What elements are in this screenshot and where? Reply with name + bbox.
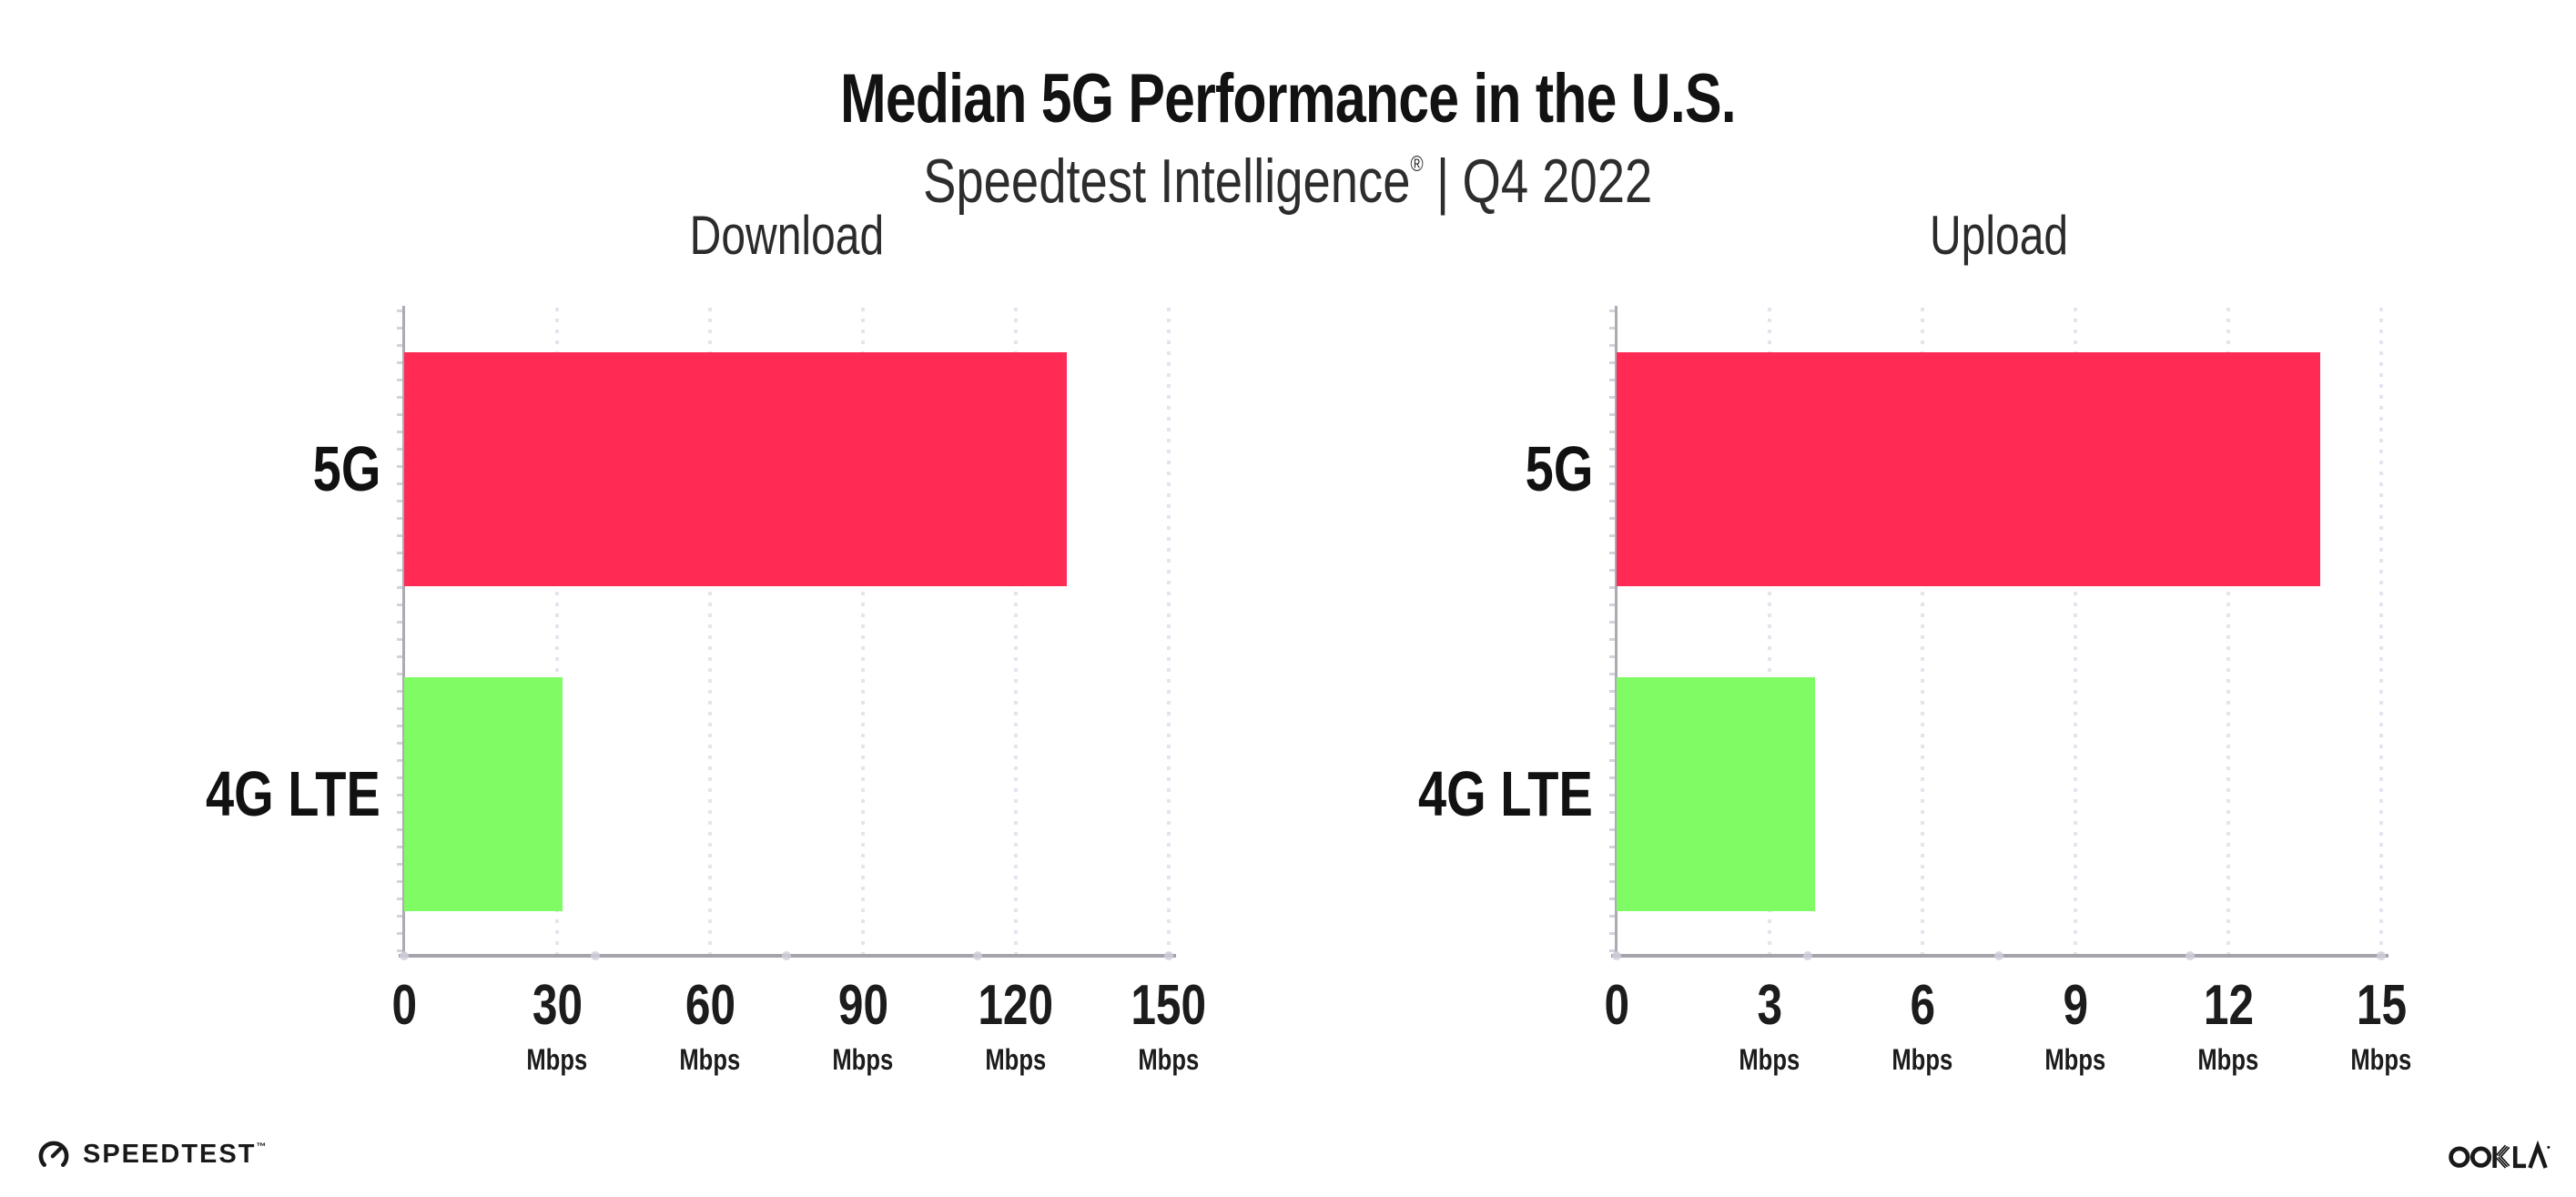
x-tick-90: 90 Mbps xyxy=(832,974,894,1077)
download-chart-title: Download xyxy=(689,205,884,266)
upload-chart: Upload 5G 4G LTE 0 3 Mbps 6 Mbps 9 Mbps xyxy=(1418,0,2411,1197)
axis-dot xyxy=(782,951,791,960)
x-tick-3: 3 Mbps xyxy=(1739,974,1800,1077)
gridline xyxy=(555,308,559,956)
axis-dot xyxy=(1164,951,1173,960)
gridline xyxy=(1014,308,1018,956)
download-plot-area xyxy=(397,306,1176,960)
category-label-5g: 5G xyxy=(312,433,380,504)
subtitle-brand: Speedtest Intelligence xyxy=(923,147,1411,217)
gridline xyxy=(1921,308,1924,956)
x-tick-60: 60 Mbps xyxy=(679,974,741,1077)
speedtest-logo: SPEEDTEST™ xyxy=(36,1134,266,1174)
y-axis-line xyxy=(1615,306,1618,956)
axis-dot xyxy=(2377,951,2386,960)
registered-trademark-icon: ® xyxy=(1410,152,1424,178)
x-tick-150: 150 Mbps xyxy=(1131,974,1207,1077)
gridline xyxy=(1768,308,1771,956)
x-tick-6: 6 Mbps xyxy=(1891,974,1953,1077)
axis-dot xyxy=(1803,951,1812,960)
gridline xyxy=(2226,308,2230,956)
bar-5g-download xyxy=(404,352,1067,586)
axis-dot xyxy=(1994,951,2003,960)
category-label-4g-lte: 4G LTE xyxy=(1418,758,1593,829)
subtitle-period: Q4 2022 xyxy=(1462,147,1653,217)
x-tick-30: 30 Mbps xyxy=(526,974,588,1077)
y-axis-minor-ticks xyxy=(1609,309,1615,956)
page-title: Median 5G Performance in the U.S. xyxy=(0,59,2576,138)
gridline xyxy=(2379,308,2383,956)
x-tick-12: 12 Mbps xyxy=(2197,974,2259,1077)
gridline xyxy=(1167,308,1171,956)
axis-dot xyxy=(2186,951,2195,960)
bar-5g-upload xyxy=(1617,352,2320,586)
gridline xyxy=(861,308,865,956)
x-tick-0: 0 xyxy=(1604,974,1629,1037)
ookla-logo xyxy=(2449,1140,2551,1172)
trademark-icon: ™ xyxy=(256,1141,267,1152)
x-axis-line xyxy=(1611,951,2388,960)
x-tick-9: 9 Mbps xyxy=(2044,974,2106,1077)
axis-dot xyxy=(1612,951,1621,960)
axis-dot xyxy=(400,951,409,960)
y-axis-line xyxy=(402,306,405,956)
page-title-text: Median 5G Performance in the U.S. xyxy=(840,59,1737,137)
category-label-4g-lte: 4G LTE xyxy=(206,758,380,829)
speedtest-wordmark: SPEEDTEST™ xyxy=(83,1139,267,1169)
x-tick-15: 15 Mbps xyxy=(2350,974,2412,1077)
y-axis-minor-ticks xyxy=(397,309,402,956)
upload-plot-area xyxy=(1609,306,2388,960)
page-subtitle: Speedtest Intelligence® | Q4 2022 xyxy=(0,146,2576,217)
download-chart: Download 5G 4G LTE 0 30 Mbps 60 Mbps 90 Mbp… xyxy=(206,0,1206,1197)
gridline xyxy=(2074,308,2077,956)
subtitle-separator: | xyxy=(1436,147,1450,217)
x-tick-120: 120 Mbps xyxy=(978,974,1054,1077)
upload-chart-title: Upload xyxy=(1929,205,2069,266)
gridline xyxy=(708,308,712,956)
axis-dot xyxy=(973,951,982,960)
axis-dot xyxy=(591,951,600,960)
speedtest-gauge-icon xyxy=(38,1141,69,1167)
bar-4g-lte-download xyxy=(404,677,563,911)
x-axis-line xyxy=(399,951,1176,960)
bar-4g-lte-upload xyxy=(1617,677,1816,911)
x-tick-0: 0 xyxy=(391,974,417,1037)
category-label-5g: 5G xyxy=(1525,433,1593,504)
ookla-wordmark-icon xyxy=(2449,1140,2551,1169)
